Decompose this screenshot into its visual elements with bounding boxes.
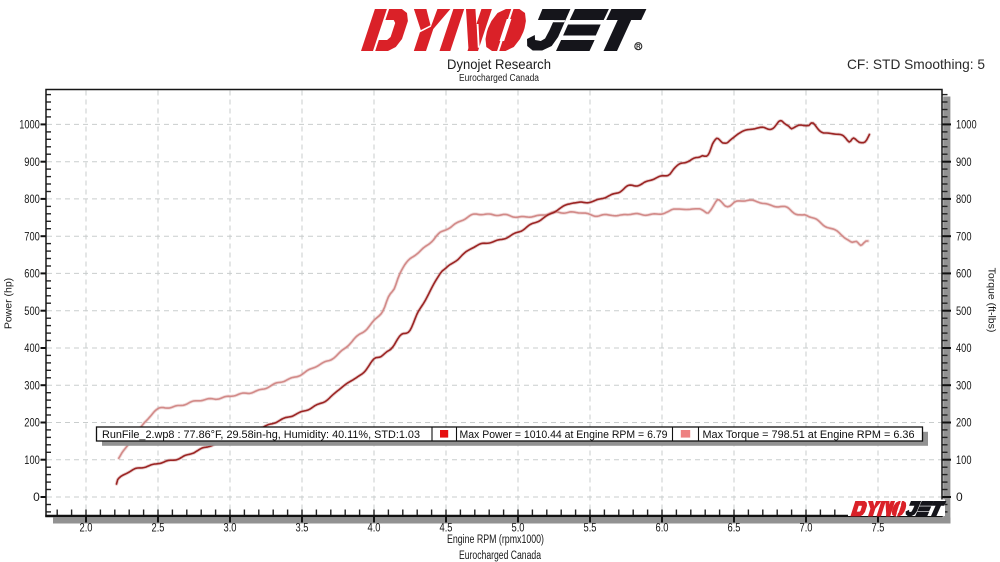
svg-text:500: 500 — [956, 304, 972, 318]
svg-text:800: 800 — [24, 192, 40, 206]
svg-text:200: 200 — [956, 416, 972, 430]
svg-text:3.0: 3.0 — [224, 521, 237, 535]
svg-text:200: 200 — [24, 416, 40, 430]
svg-text:Max Power = 1010.44 at Engine: Max Power = 1010.44 at Engine RPM = 6.79 — [460, 429, 668, 441]
svg-text:400: 400 — [956, 341, 972, 355]
svg-text:0: 0 — [33, 490, 40, 504]
svg-text:Eurocharged Canada: Eurocharged Canada — [459, 550, 541, 562]
svg-text:900: 900 — [956, 155, 972, 169]
svg-text:2.0: 2.0 — [80, 521, 93, 535]
svg-text:1000: 1000 — [956, 118, 977, 132]
svg-text:900: 900 — [24, 155, 40, 169]
svg-text:700: 700 — [956, 229, 972, 243]
svg-text:100: 100 — [24, 453, 40, 467]
svg-text:Power (hp): Power (hp) — [3, 278, 15, 329]
svg-text:6.5: 6.5 — [728, 521, 741, 535]
svg-text:5.5: 5.5 — [584, 521, 597, 535]
svg-text:400: 400 — [24, 341, 40, 355]
svg-text:7.5: 7.5 — [872, 521, 885, 535]
svg-text:4.5: 4.5 — [440, 521, 453, 535]
svg-text:500: 500 — [24, 304, 40, 318]
svg-text:3.5: 3.5 — [296, 521, 309, 535]
svg-text:100: 100 — [956, 453, 972, 467]
svg-text:Engine RPM (rpmx1000): Engine RPM (rpmx1000) — [447, 534, 544, 546]
svg-text:Torque (ft-lbs): Torque (ft-lbs) — [986, 268, 998, 333]
svg-text:Dynojet Research: Dynojet Research — [447, 56, 551, 72]
svg-text:600: 600 — [956, 267, 972, 281]
svg-text:0: 0 — [956, 490, 963, 504]
svg-text:800: 800 — [956, 192, 972, 206]
svg-text:600: 600 — [24, 267, 40, 281]
svg-text:CF: STD Smoothing: 5: CF: STD Smoothing: 5 — [847, 56, 985, 72]
svg-text:Eurocharged Canada: Eurocharged Canada — [459, 73, 539, 84]
svg-text:7.0: 7.0 — [800, 521, 813, 535]
svg-text:700: 700 — [24, 229, 40, 243]
svg-text:300: 300 — [956, 378, 972, 392]
svg-text:4.0: 4.0 — [368, 521, 381, 535]
svg-text:R: R — [636, 43, 641, 50]
svg-text:RunFile_2.wp8 : 77.86°F, 29.58: RunFile_2.wp8 : 77.86°F, 29.58in-hg, Hum… — [102, 429, 420, 441]
svg-text:5.0: 5.0 — [512, 521, 525, 535]
svg-text:6.0: 6.0 — [656, 521, 669, 535]
svg-text:1000: 1000 — [19, 118, 40, 132]
svg-text:2.5: 2.5 — [152, 521, 165, 535]
svg-text:300: 300 — [24, 378, 40, 392]
svg-text:Max Torque = 798.51 at Engine: Max Torque = 798.51 at Engine RPM = 6.36 — [703, 429, 915, 441]
